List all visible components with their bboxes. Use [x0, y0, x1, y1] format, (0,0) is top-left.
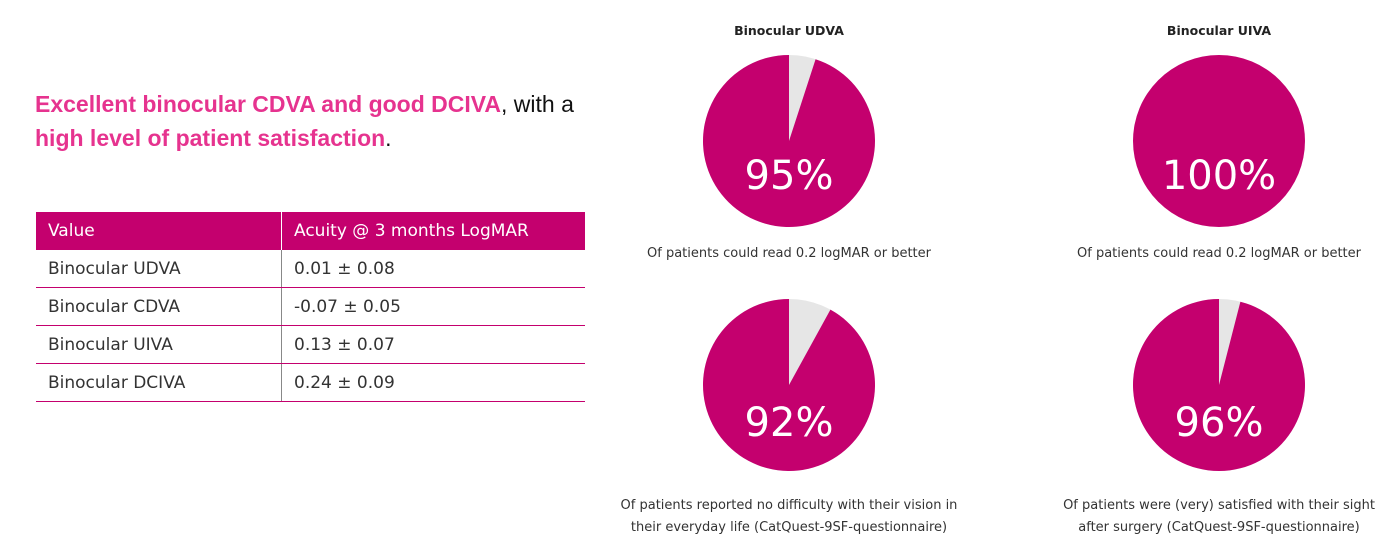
headline: Excellent binocular CDVA and good DCIVA,…	[35, 87, 595, 155]
pie-label-udva: 95%	[744, 153, 834, 199]
table-row: Binocular UIVA 0.13 ± 0.07	[36, 325, 585, 364]
headline-text-2: .	[385, 125, 392, 151]
caption-everyday-vision: Of patients reported no difficulty with …	[579, 495, 999, 539]
table-cell-measure: Binocular DCIVA	[36, 363, 282, 402]
headline-highlight-1: Excellent binocular CDVA and good DCIVA	[35, 91, 502, 117]
caption-udva-line-1: Of patients could read 0.2 logMAR or bet…	[647, 246, 931, 261]
pie-chart-everyday-vision	[703, 299, 875, 471]
pie-slice-value	[1133, 299, 1305, 471]
table-header-value: Value	[36, 212, 282, 250]
table-row: Binocular DCIVA 0.24 ± 0.09	[36, 363, 585, 402]
caption-everyday-line-2: their everyday life (CatQuest-9SF-questi…	[630, 520, 948, 535]
table-cell-acuity: -0.07 ± 0.05	[281, 287, 585, 326]
caption-uiva: Of patients could read 0.2 logMAR or bet…	[1019, 243, 1397, 265]
caption-uiva-line-1: Of patients could read 0.2 logMAR or bet…	[1077, 246, 1361, 261]
headline-highlight-2: high level of patient satisfaction	[35, 125, 386, 151]
caption-udva: Of patients could read 0.2 logMAR or bet…	[589, 243, 989, 265]
chart-title-uiva: Binocular UIVA	[1166, 23, 1272, 38]
table-cell-acuity: 0.01 ± 0.08	[281, 250, 585, 288]
caption-satisfaction-line-2: after surgery (CatQuest-9SF-questionnair…	[1078, 520, 1360, 535]
table-header-row: Value Acuity @ 3 months LogMAR	[36, 212, 585, 250]
table-cell-acuity: 0.13 ± 0.07	[281, 325, 585, 364]
acuity-table: Value Acuity @ 3 months LogMAR Binocular…	[36, 212, 585, 402]
table-cell-measure: Binocular UDVA	[36, 250, 282, 288]
chart-title-udva: Binocular UDVA	[734, 23, 844, 38]
pie-chart-uiva	[1133, 55, 1305, 227]
caption-satisfaction-line-1: Of patients were (very) satisfied with t…	[1063, 498, 1375, 513]
table-cell-measure: Binocular CDVA	[36, 287, 282, 326]
pie-chart-udva	[703, 55, 875, 228]
pie-label-uiva: 100%	[1161, 153, 1277, 199]
table-row: Binocular UDVA 0.01 ± 0.08	[36, 250, 585, 288]
caption-satisfaction: Of patients were (very) satisfied with t…	[1009, 495, 1397, 539]
table-cell-acuity: 0.24 ± 0.09	[281, 363, 585, 402]
pie-label-satisfaction: 96%	[1174, 400, 1264, 446]
pie-chart-satisfaction	[1133, 299, 1305, 471]
table-cell-measure: Binocular UIVA	[36, 325, 282, 364]
pie-slice-value	[703, 55, 875, 228]
caption-everyday-line-1: Of patients reported no difficulty with …	[620, 498, 958, 513]
headline-text-1: , with a	[501, 91, 574, 117]
pie-slice-value	[703, 299, 875, 471]
pie-slice-value	[1133, 55, 1305, 227]
table-header-acuity: Acuity @ 3 months LogMAR	[281, 212, 585, 250]
pie-label-everyday-vision: 92%	[744, 400, 834, 446]
table-row: Binocular CDVA -0.07 ± 0.05	[36, 287, 585, 326]
